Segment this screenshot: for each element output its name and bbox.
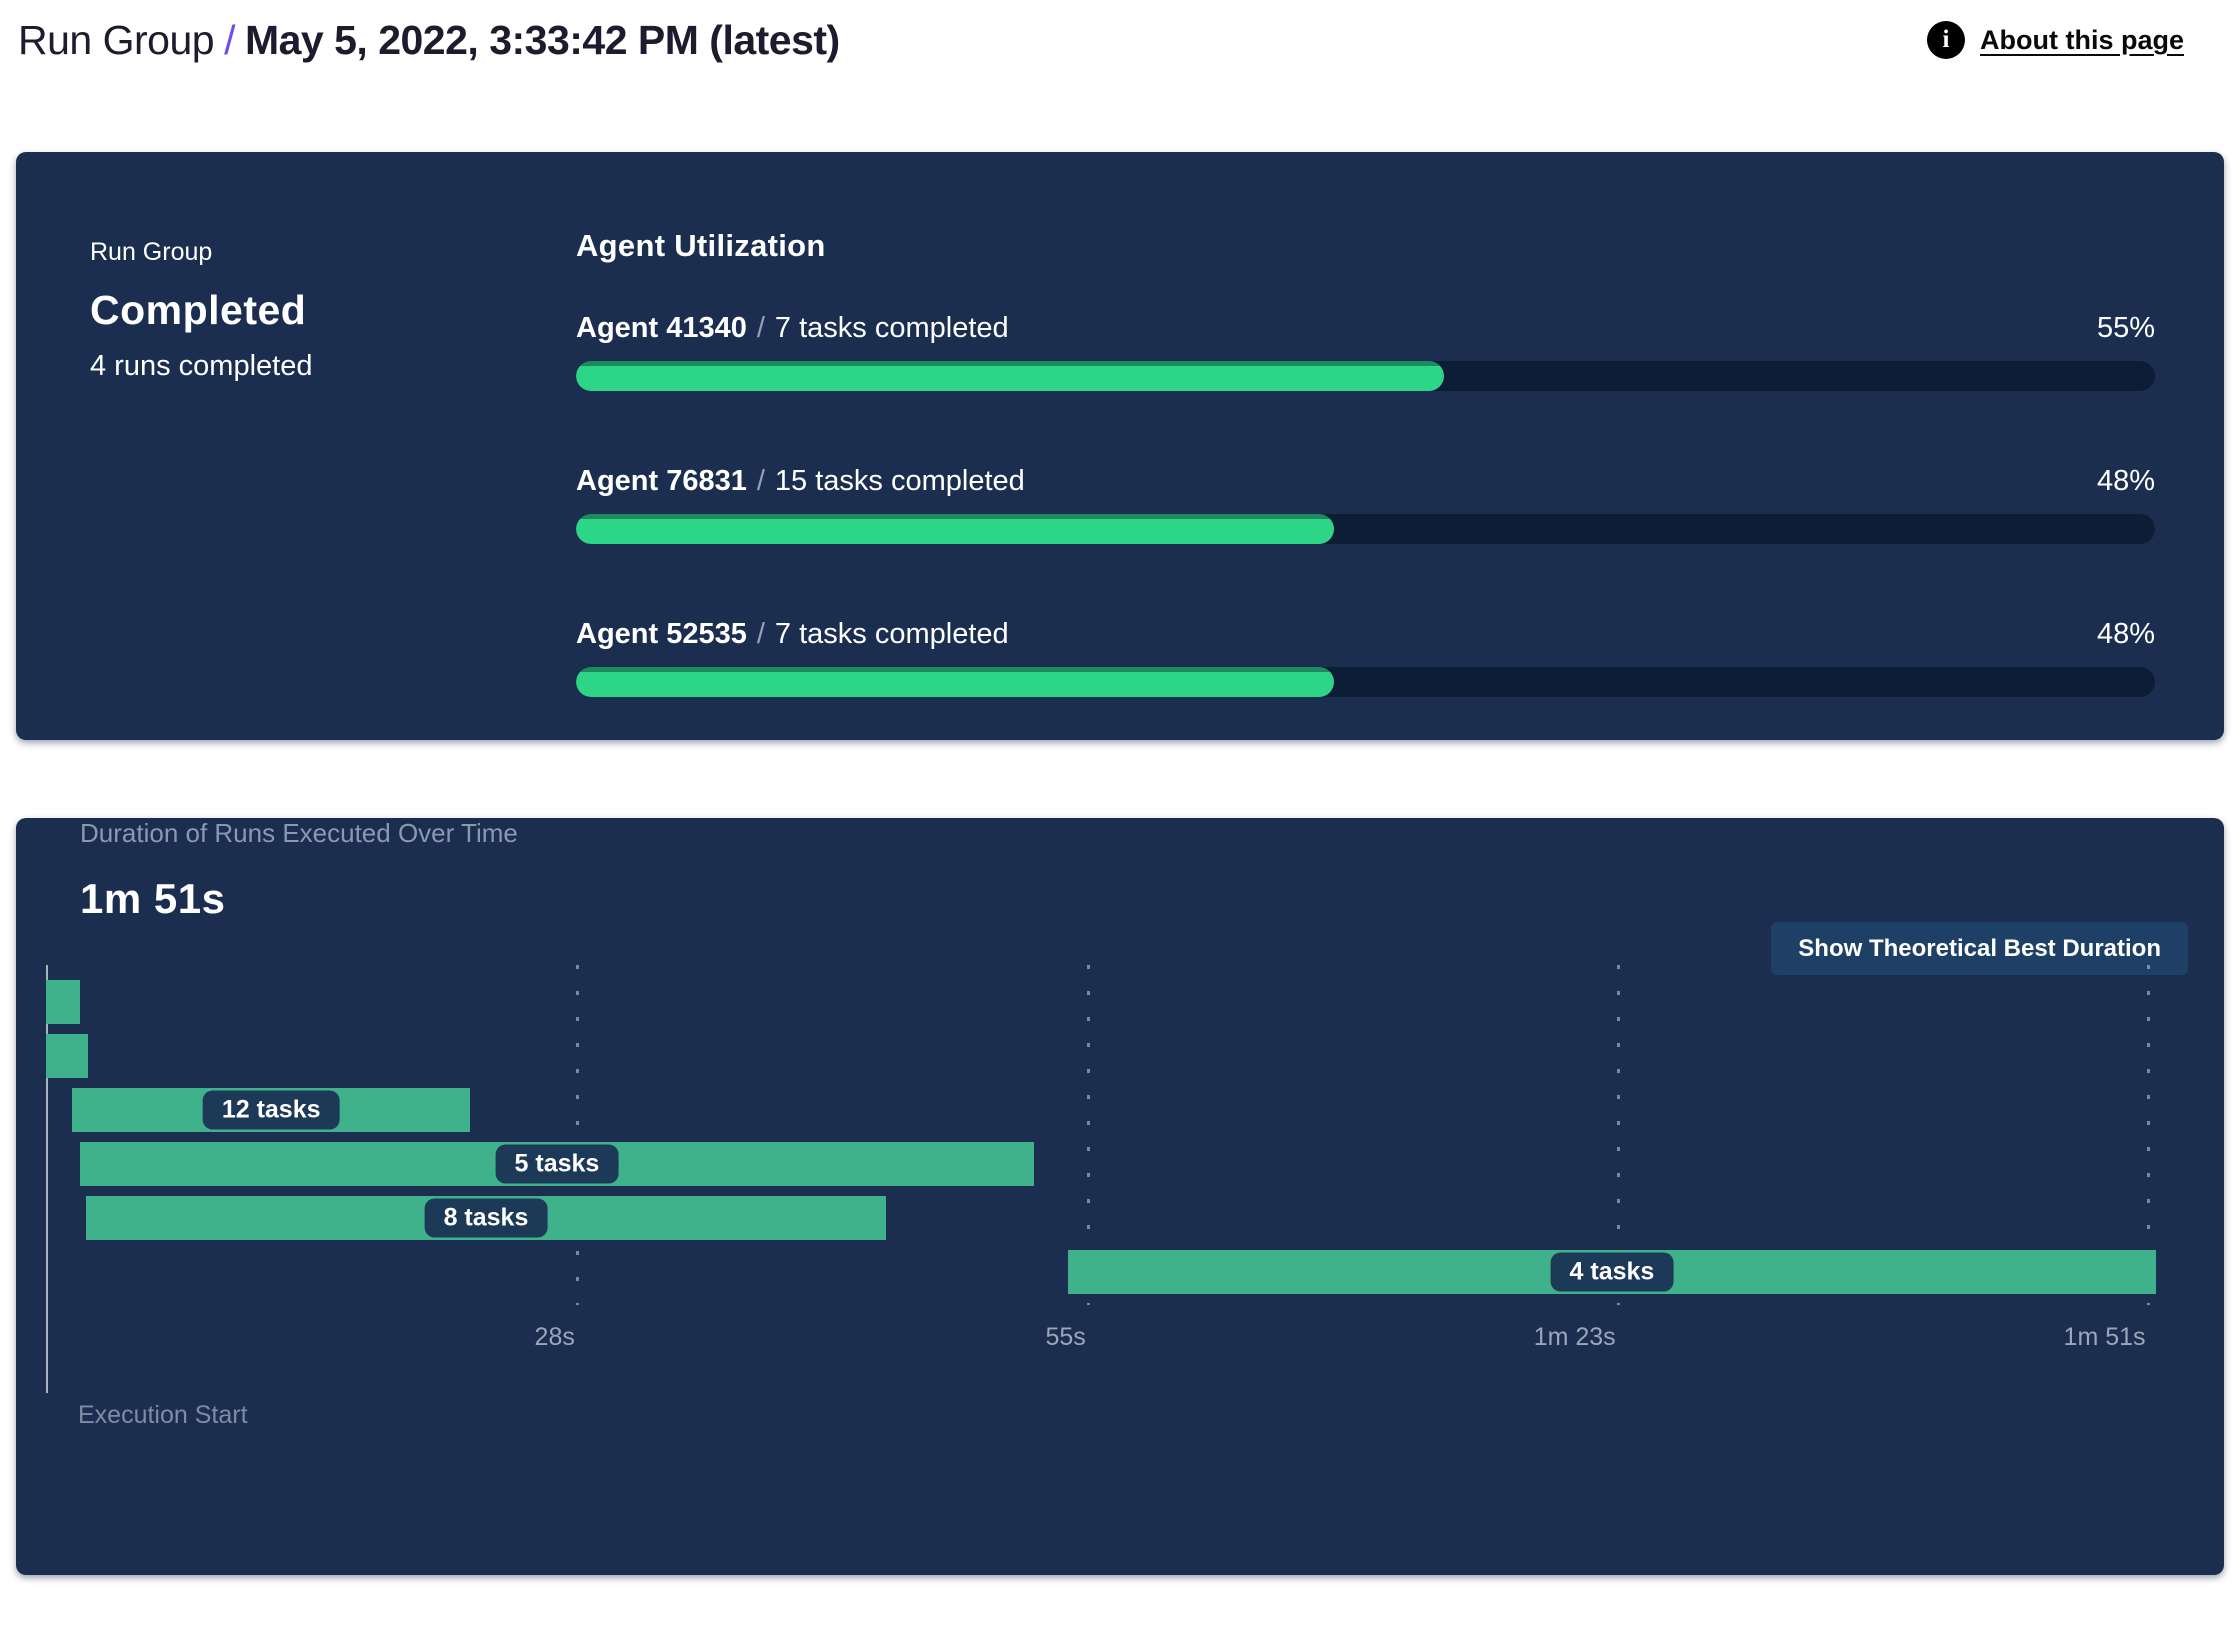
gantt-run-row — [46, 980, 2156, 1024]
agent-utilization-fill — [576, 514, 1334, 544]
gantt-run-row: 8 tasks — [46, 1196, 2156, 1240]
duration-gantt-chart: 12 tasks 5 tasks 8 tasks 4 tasks 28s 55s 1m 2… — [46, 965, 2156, 1393]
agent-name: Agent 41340 — [576, 312, 747, 344]
agent-utilization-fill — [576, 361, 1445, 391]
agent-tasks-completed: 7 tasks completed — [774, 618, 1009, 650]
gantt-time-axis: 28s 55s 1m 23s 1m 51s — [46, 1311, 2156, 1361]
agent-utilization-track — [576, 514, 2155, 544]
gantt-run-row — [46, 1034, 2156, 1078]
gantt-run-task-count: 8 tasks — [424, 1198, 548, 1238]
agent-utilization-row: Agent 76831 / 15 tasks completed 48% — [576, 465, 2155, 544]
agent-utilization-percent: 48% — [2096, 465, 2155, 497]
runs-completed-count: 4 runs completed — [90, 350, 313, 382]
breadcrumb-separator: / — [224, 16, 235, 63]
gantt-run-bar[interactable]: 12 tasks — [72, 1088, 470, 1132]
info-icon: i — [1927, 21, 1965, 59]
page-title: Run Group / May 5, 2022, 3:33:42 PM (lates… — [18, 17, 840, 64]
gantt-run-task-count: 4 tasks — [1550, 1252, 1674, 1292]
agent-utilization-track — [576, 361, 2155, 391]
agent-utilization-track — [576, 667, 2155, 697]
agent-utilization-fill — [576, 667, 1334, 697]
agent-utilization-percent: 55% — [2096, 312, 2155, 344]
gantt-run-row: 4 tasks — [46, 1250, 2156, 1294]
gantt-run-row: 12 tasks — [46, 1088, 2156, 1132]
agent-row-label: Agent 52535 / 7 tasks completed 48% — [576, 618, 2155, 651]
agent-utilization-percent: 48% — [2096, 618, 2155, 650]
gantt-run-bar[interactable] — [46, 1034, 88, 1078]
agent-label-separator: / — [756, 618, 765, 650]
gantt-run-bar[interactable] — [46, 980, 81, 1024]
agent-name: Agent 76831 — [576, 465, 747, 497]
page-header: Run Group / May 5, 2022, 3:33:42 PM (lates… — [0, 0, 2240, 66]
agent-label-separator: / — [756, 312, 765, 344]
gantt-run-bar[interactable]: 4 tasks — [1067, 1250, 2156, 1294]
gantt-tick-label: 28s — [534, 1323, 575, 1351]
agent-utilization-row: Agent 41340 / 7 tasks completed 55% — [576, 312, 2155, 391]
about-this-page-label: About this page — [1980, 24, 2184, 55]
gantt-gridline — [2146, 965, 2150, 1305]
gantt-run-bar[interactable]: 8 tasks — [85, 1196, 887, 1240]
about-this-page-link[interactable]: i About this page — [1927, 21, 2184, 59]
gantt-tick-label: 1m 51s — [2063, 1323, 2146, 1351]
agent-row-label: Agent 76831 / 15 tasks completed 48% — [576, 465, 2155, 498]
run-group-status-block: Run Group Completed 4 runs completed — [16, 152, 576, 740]
execution-start-label: Execution Start — [78, 1401, 248, 1429]
agent-utilization-row: Agent 52535 / 7 tasks completed 48% — [576, 618, 2155, 697]
execution-start-axis-line — [46, 965, 48, 1393]
agent-name: Agent 52535 — [576, 618, 747, 650]
gantt-gridline — [575, 965, 579, 1305]
run-group-summary-panel: Run Group Completed 4 runs completed Age… — [16, 152, 2224, 740]
agent-utilization-section: Agent Utilization Agent 41340 / 7 tasks co… — [576, 152, 2224, 740]
agent-tasks-completed: 15 tasks completed — [774, 465, 1025, 497]
agent-tasks-completed: 7 tasks completed — [774, 312, 1009, 344]
agent-row-label: Agent 41340 / 7 tasks completed 55% — [576, 312, 2155, 345]
gantt-tick-label: 55s — [1045, 1323, 1086, 1351]
show-theoretical-best-duration-button[interactable]: Show Theoretical Best Duration — [1771, 922, 2188, 975]
total-duration-value: 1m 51s — [80, 875, 226, 922]
gantt-gridline — [1616, 965, 1620, 1305]
agent-utilization-title: Agent Utilization — [576, 228, 826, 263]
page-title-date: May 5, 2022, 3:33:42 PM (latest) — [244, 16, 840, 63]
duration-chart-title: Duration of Runs Executed Over Time — [80, 818, 518, 848]
gantt-run-row: 5 tasks — [46, 1142, 2156, 1186]
agent-utilization-list: Agent 41340 / 7 tasks completed 55% Agent 76… — [576, 312, 2155, 697]
gantt-run-bar[interactable]: 5 tasks — [80, 1142, 1034, 1186]
breadcrumb-run-group[interactable]: Run Group — [18, 16, 215, 63]
duration-panel: Duration of Runs Executed Over Time 1m 5… — [16, 818, 2224, 1575]
gantt-plot-area: 12 tasks 5 tasks 8 tasks 4 tasks — [46, 965, 2156, 1393]
gantt-run-task-count: 12 tasks — [202, 1090, 340, 1130]
agent-label-separator: / — [756, 465, 765, 497]
run-group-label: Run Group — [90, 238, 213, 266]
run-group-status: Completed — [90, 287, 307, 333]
gantt-tick-label: 1m 23s — [1533, 1323, 1616, 1351]
gantt-run-task-count: 5 tasks — [495, 1144, 619, 1184]
gantt-gridline — [1086, 965, 1090, 1305]
